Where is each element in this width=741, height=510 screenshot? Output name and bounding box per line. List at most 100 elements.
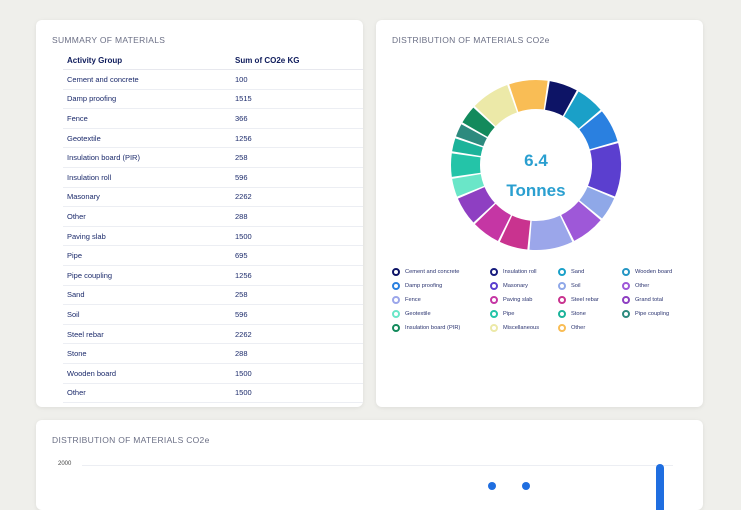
legend-item[interactable]: Miscellaneous — [490, 324, 558, 332]
gridline — [82, 465, 673, 466]
y-axis-tick: 2000 — [58, 461, 72, 467]
co2e-value-cell: 366 — [231, 108, 363, 129]
bar-chart-svg — [488, 464, 664, 510]
co2e-value-cell: 288 — [231, 206, 363, 227]
legend-label: Damp proofing — [405, 283, 443, 289]
legend-label: Miscellaneous — [503, 325, 540, 331]
donut-slice[interactable] — [455, 124, 487, 147]
legend-label: Grand total — [635, 297, 664, 303]
activity-group-cell: Geotextile — [63, 128, 231, 149]
donut-slice[interactable] — [579, 187, 615, 219]
donut-slice[interactable] — [545, 81, 577, 116]
donut-chart: 6.4 Tonnes — [451, 80, 621, 250]
summary-card: SUMMARY OF MATERIALS Activity Group Sum … — [36, 20, 363, 407]
legend-item[interactable]: Insulation roll — [490, 268, 558, 276]
legend-item[interactable]: Stone — [558, 310, 622, 318]
donut-slice[interactable] — [564, 91, 601, 129]
legend-item[interactable]: Grand total — [622, 296, 702, 304]
co2e-value-cell: 258 — [231, 285, 363, 306]
co2e-value-cell: 2262 — [231, 324, 363, 345]
table-row: Insulation board (PIR) 258 — [63, 147, 363, 168]
legend-item[interactable]: Fence — [392, 296, 490, 304]
legend-item[interactable]: Insulation board (PIR) — [392, 324, 490, 332]
legend-item[interactable]: Geotextile — [392, 310, 490, 318]
donut-slice[interactable] — [588, 143, 621, 197]
legend-marker-icon — [392, 282, 400, 290]
co2e-value-cell: 1256 — [231, 265, 363, 286]
legend-marker-icon — [558, 324, 566, 332]
legend-item[interactable]: Pipe coupling — [622, 310, 702, 318]
legend-item[interactable]: Pipe — [490, 310, 558, 318]
legend-item[interactable]: Other — [558, 324, 622, 332]
legend-label: Geotextile — [405, 311, 431, 317]
legend-item[interactable]: Other — [622, 282, 702, 290]
table-row: Paving slab 1500 — [63, 226, 363, 247]
activity-group-cell: Insulation board (PIR) — [63, 147, 231, 168]
table-row: Pipe 695 — [63, 245, 363, 266]
donut-legend: Cement and concrete Insulation roll Sand Wo… — [392, 268, 702, 332]
donut-slice[interactable] — [529, 215, 573, 250]
co2e-value-cell: 1500 — [231, 383, 363, 404]
legend-marker-icon — [392, 296, 400, 304]
table-row: Steel rebar 2262 — [63, 324, 363, 345]
donut-slice[interactable] — [462, 107, 495, 137]
donut-slice[interactable] — [474, 85, 518, 127]
activity-group-cell: Other — [63, 383, 231, 404]
donut-slice[interactable] — [509, 80, 548, 112]
activity-group-cell: Stone — [63, 343, 231, 364]
distribution-title: DISTRIBUTION OF MATERIALS CO2e — [392, 35, 550, 45]
legend-item[interactable]: Soil — [558, 282, 622, 290]
donut-slice[interactable] — [457, 187, 495, 223]
donut-slice[interactable] — [499, 215, 531, 250]
activity-group-cell: Sand — [63, 285, 231, 306]
donut-slice[interactable] — [474, 203, 511, 241]
activity-group-cell: Pipe coupling — [63, 265, 231, 286]
legend-marker-icon — [392, 310, 400, 318]
legend-item[interactable]: Damp proofing — [392, 282, 490, 290]
legend-label: Insulation roll — [503, 269, 537, 275]
column-header-activity-group: Activity Group — [63, 51, 231, 70]
donut-slice[interactable] — [579, 111, 618, 150]
legend-item[interactable]: Masonary — [490, 282, 558, 290]
co2e-value-cell: 2262 — [231, 187, 363, 208]
table-row: Fence 366 — [63, 108, 363, 129]
table-row: Stone 288 — [63, 343, 363, 364]
donut-slice[interactable] — [451, 153, 481, 177]
legend-label: Wooden board — [635, 269, 673, 275]
co2e-value-cell: 695 — [231, 245, 363, 266]
legend-item[interactable]: Sand — [558, 268, 622, 276]
legend-item[interactable]: Cement and concrete — [392, 268, 490, 276]
legend-item[interactable]: Steel rebar — [558, 296, 622, 304]
legend-label: Fence — [405, 297, 421, 303]
activity-group-cell: Insulation roll — [63, 167, 231, 188]
legend-label: Stone — [571, 311, 586, 317]
legend-item[interactable]: Wooden board — [622, 268, 702, 276]
legend-label: Other — [571, 325, 586, 331]
donut-slice[interactable] — [561, 201, 601, 241]
table-row: Sand 258 — [63, 285, 363, 306]
legend-label: Cement and concrete — [405, 269, 460, 275]
co2e-value-cell: 258 — [231, 147, 363, 168]
legend-marker-icon — [490, 282, 498, 290]
co2e-value-cell: 100 — [231, 69, 363, 90]
activity-group-cell: Paving slab — [63, 226, 231, 247]
table-row: Damp proofing 1515 — [63, 89, 363, 110]
table-row: Other 288 — [63, 206, 363, 227]
summary-table: Activity Group Sum of CO2e KG Cement and… — [63, 51, 363, 404]
distribution-card: DISTRIBUTION OF MATERIALS CO2e 6.4 Tonne… — [376, 20, 703, 407]
table-header-row: Activity Group Sum of CO2e KG — [63, 51, 363, 70]
donut-slice[interactable] — [452, 138, 483, 156]
legend-marker-icon — [622, 282, 630, 290]
legend-marker-icon — [622, 310, 630, 318]
legend-item[interactable]: Paving slab — [490, 296, 558, 304]
table-row: Soil 596 — [63, 304, 363, 325]
legend-label: Paving slab — [503, 297, 533, 303]
activity-group-cell: Masonary — [63, 187, 231, 208]
donut-slice[interactable] — [452, 174, 485, 197]
table-row: Other 1500 — [63, 383, 363, 404]
legend-label: Soil — [571, 283, 581, 289]
legend-marker-icon — [392, 268, 400, 276]
co2e-value-cell: 596 — [231, 167, 363, 188]
table-row: Cement and concrete 100 — [63, 69, 363, 90]
co2e-value-cell: 596 — [231, 304, 363, 325]
